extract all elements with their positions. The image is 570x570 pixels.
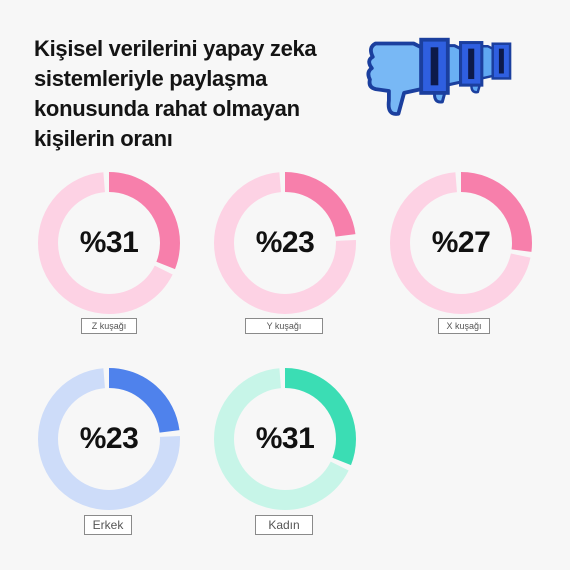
- category-label-kadin: Kadın: [255, 515, 313, 535]
- category-label-erkek: Erkek: [84, 515, 132, 535]
- donut-erkek: %23: [38, 368, 180, 510]
- donut-chart-x: [390, 172, 532, 314]
- donut-z: %31: [38, 172, 180, 314]
- donut-segment-z: [38, 172, 180, 314]
- donut-track-z: [38, 172, 180, 314]
- donut-kadin: %31: [214, 368, 356, 510]
- donut-chart-z: [38, 172, 180, 314]
- donut-track-kadin: [214, 368, 356, 510]
- thumbs-down-icon: [366, 37, 512, 116]
- donut-chart-y: [214, 172, 356, 314]
- value-label-z: %31: [79, 226, 139, 259]
- donut-track-y: [214, 172, 356, 314]
- value-label-erkek: %23: [79, 422, 139, 455]
- value-label-x: %27: [431, 226, 491, 259]
- donut-chart-kadin: [214, 368, 356, 510]
- category-label-y: Y kuşağı: [245, 318, 323, 334]
- value-label-y: %23: [255, 226, 315, 259]
- donut-segment-erkek: [38, 368, 180, 510]
- donut-track-erkek: [38, 368, 180, 510]
- category-label-x: X kuşağı: [438, 318, 490, 334]
- donut-segment-y: [214, 172, 356, 314]
- chart-title: Kişisel verilerini yapay zeka sistemleri…: [34, 36, 317, 151]
- donut-segment-x: [390, 172, 532, 314]
- value-label-kadin: %31: [255, 422, 315, 455]
- donut-segment-kadin: [214, 368, 356, 510]
- donut-track-x: [390, 172, 532, 314]
- donut-y: %23: [214, 172, 356, 314]
- donut-chart-erkek: [38, 368, 180, 510]
- category-label-z: Z kuşağı: [81, 318, 137, 334]
- donut-x: %27: [390, 172, 532, 314]
